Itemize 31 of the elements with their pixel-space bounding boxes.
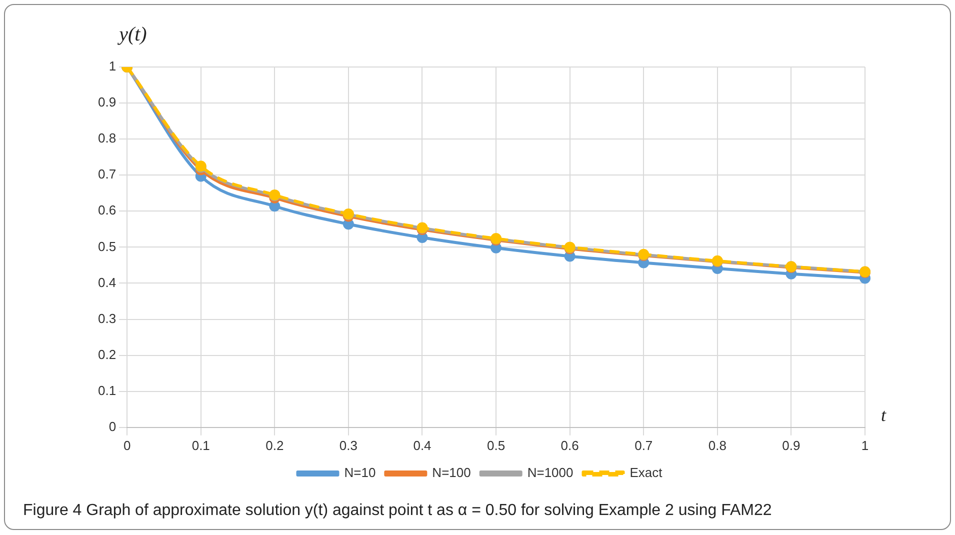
legend-label: N=100 [432,465,471,480]
x-tick-label: 0.9 [782,438,800,453]
x-tick-label: 0.1 [192,438,210,453]
y-tick-label: 0.5 [98,238,116,254]
y-tick-label: 0.9 [98,94,116,110]
legend-label: N=10 [344,465,376,480]
y-axis-title: y(t) [117,23,148,46]
x-tick-label: 0.8 [708,438,726,453]
y-tick-label: 0.2 [98,346,116,362]
y-tick-label: 1 [108,58,116,74]
x-tick-label: 0.7 [634,438,653,453]
x-axis-title: t [881,405,887,426]
y-tick-label: 0.8 [98,130,116,146]
y-tick-label: 0.3 [98,310,116,326]
y-tick-label: 0 [108,418,116,434]
x-tick-label: 1 [861,438,869,453]
legend-label: Exact [630,465,663,480]
y-tick-label: 0.7 [98,166,116,182]
point [342,218,354,230]
x-tick-label: 0 [123,438,131,453]
y-tick-label: 0.4 [98,274,116,290]
legend-label: N=1000 [527,465,574,480]
x-tick-label: 0.3 [339,438,358,453]
x-tick-label: 0.2 [266,438,284,453]
point [269,200,280,212]
y-tick-label: 0.6 [98,202,116,218]
caption: Figure 4 Graph of approximate solution y(t) against point t as α = 0.50 for solving Example 2 using FAM22 [23,502,772,520]
x-tick-label: 0.6 [560,438,579,453]
x-tick-label: 0.4 [413,438,432,453]
x-tick-label: 0.5 [486,438,506,453]
y-tick-label: 0.1 [98,382,116,398]
